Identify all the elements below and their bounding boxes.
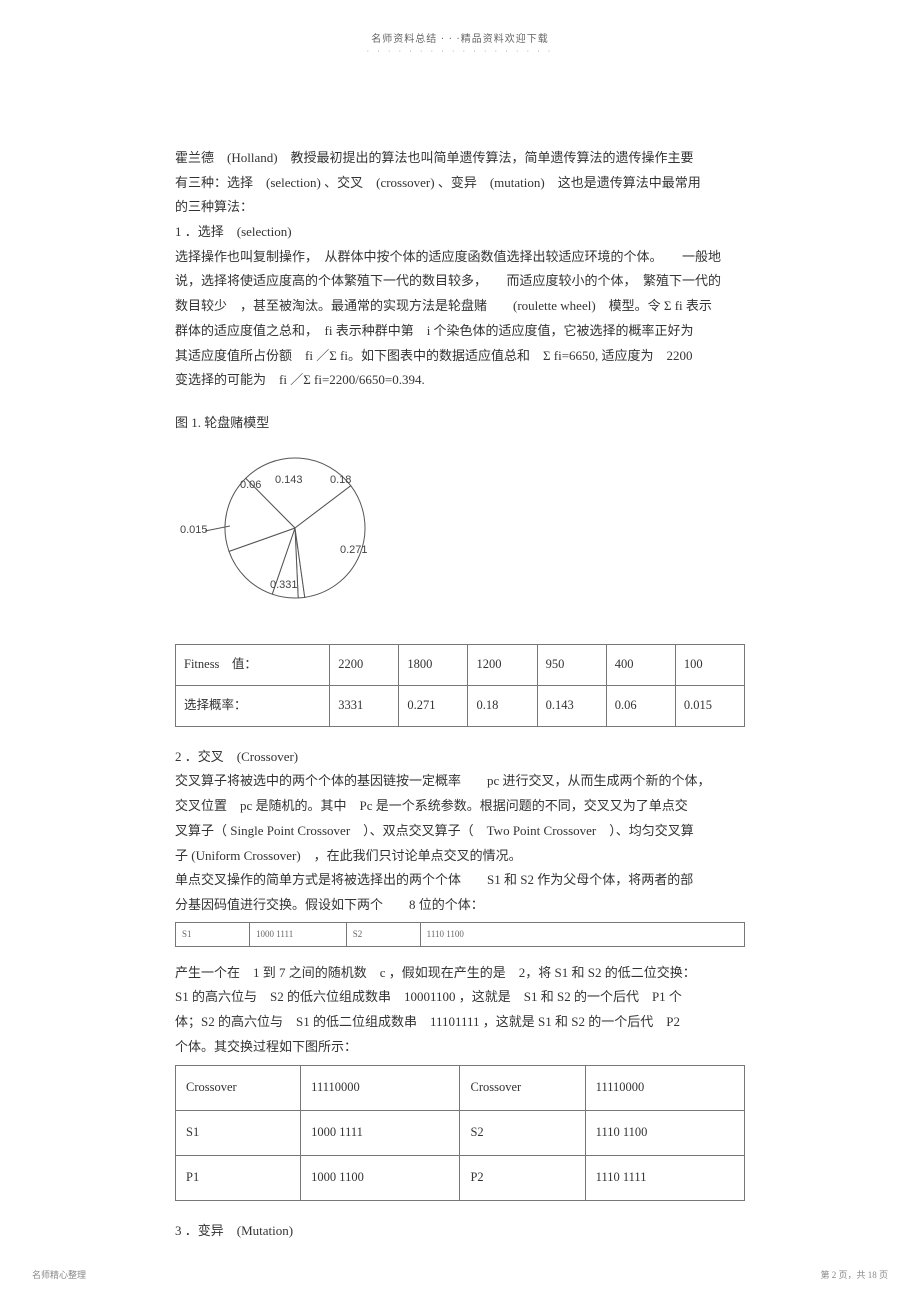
crossover-cell: P2: [460, 1155, 585, 1200]
svg-text:0.015: 0.015: [180, 524, 208, 536]
page-header: 名师资料总结 · · ·精品资料欢迎下载: [0, 0, 920, 45]
parent-val: 1000 1111: [249, 922, 346, 946]
intro-p1: 霍兰德 (Holland) 教授最初提出的算法也叫简单遗传算法，简单遗传算法的遗…: [175, 146, 745, 171]
table-row: Fitness 值： 2200 1800 1200 950 400 100: [176, 645, 745, 686]
prob-label: 选择概率：: [176, 686, 330, 727]
table-row: S1 1000 1111 S2 1110 1100: [176, 1111, 745, 1156]
table-row: P1 1000 1100 P2 1110 1111: [176, 1155, 745, 1200]
parent-val: 1110 1100: [420, 922, 744, 946]
crossover-cell: S1: [176, 1111, 301, 1156]
section1-p4: 群体的适应度值之总和， fi 表示种群中第 i 个染色体的适应度值，它被选择的概…: [175, 319, 745, 344]
svg-text:0.18: 0.18: [330, 474, 351, 486]
parents-table: S1 1000 1111 S2 1110 1100: [175, 922, 745, 947]
crossover-cell: 11110000: [301, 1066, 460, 1111]
page-header-sub: · · · · · · · · · · · · · · · · · ·: [0, 47, 920, 56]
fitness-label: Fitness 值：: [176, 645, 330, 686]
intro-p3: 的三种算法：: [175, 195, 745, 220]
section1-p6: 变选择的可能为 fi ／Σ fi=2200/6650=0.394.: [175, 368, 745, 393]
prob-val: 3331: [330, 686, 399, 727]
crossover-cell: Crossover: [176, 1066, 301, 1111]
section1-p1: 选择操作也叫复制操作， 从群体中按个体的适应度函数值选择出较适应环境的个体。 一…: [175, 245, 745, 270]
crossover-cell: S2: [460, 1111, 585, 1156]
roulette-pie-chart: 0.015 0.06 0.143 0.18 0.271 0.331: [175, 448, 415, 618]
fitness-val: 950: [537, 645, 606, 686]
crossover-cell: 1110 1100: [585, 1111, 744, 1156]
footer-right: 第 2 页，共 18 页: [820, 1268, 888, 1281]
intro-p2: 有三种：选择 (selection) 、交叉 (crossover) 、变异 (…: [175, 171, 745, 196]
section2-p2: 交叉位置 pc 是随机的。其中 Pc 是一个系统参数。根据问题的不同，交叉又为了…: [175, 794, 745, 819]
parent-label: S1: [176, 922, 250, 946]
svg-text:0.271: 0.271: [340, 544, 368, 556]
section1-p3: 数目较少 ，甚至被淘汰。最通常的实现方法是轮盘赌 (roulette wheel…: [175, 294, 745, 319]
footer-left: 名师精心整理: [32, 1268, 86, 1281]
section2-p3: 叉算子（ Single Point Crossover ）、双点交叉算子（ Tw…: [175, 819, 745, 844]
table-row: Crossover 11110000 Crossover 11110000: [176, 1066, 745, 1111]
prob-val: 0.271: [399, 686, 468, 727]
section1-p5: 其适应度值所占份额 fi ／Σ fi。如下图表中的数据适应值总和 Σ fi=66…: [175, 344, 745, 369]
section2-p1: 交叉算子将被选中的两个个体的基因链按一定概率 pc 进行交叉，从而生成两个新的个…: [175, 769, 745, 794]
figure-caption: 图 1. 轮盘赌模型: [175, 411, 745, 436]
prob-val: 0.015: [675, 686, 744, 727]
fitness-val: 1200: [468, 645, 537, 686]
parent-label: S2: [346, 922, 420, 946]
fitness-val: 2200: [330, 645, 399, 686]
prob-val: 0.06: [606, 686, 675, 727]
prob-val: 0.18: [468, 686, 537, 727]
section2-p5: 单点交叉操作的简单方式是将被选择出的两个个体 S1 和 S2 作为父母个体，将两…: [175, 868, 745, 893]
table-row: S1 1000 1111 S2 1110 1100: [176, 922, 745, 946]
section2-title: 2 ．交叉 (Crossover): [175, 745, 745, 770]
crossover-table: Crossover 11110000 Crossover 11110000 S1…: [175, 1065, 745, 1200]
fitness-table: Fitness 值： 2200 1800 1200 950 400 100 选择…: [175, 644, 745, 727]
svg-text:0.331: 0.331: [270, 579, 298, 591]
fitness-val: 400: [606, 645, 675, 686]
fitness-val: 1800: [399, 645, 468, 686]
section3-title: 3 ．变异 (Mutation): [175, 1219, 745, 1244]
section2b-p1: 产生一个在 1 到 7 之间的随机数 c ，假如现在产生的是 2，将 S1 和 …: [175, 961, 745, 986]
crossover-cell: 1110 1111: [585, 1155, 744, 1200]
section2-p6: 分基因码值进行交换。假设如下两个 8 位的个体：: [175, 893, 745, 918]
prob-val: 0.143: [537, 686, 606, 727]
crossover-cell: P1: [176, 1155, 301, 1200]
crossover-cell: 1000 1100: [301, 1155, 460, 1200]
svg-text:0.143: 0.143: [275, 474, 303, 486]
section2b-p4: 个体。其交换过程如下图所示：: [175, 1035, 745, 1060]
fitness-val: 100: [675, 645, 744, 686]
section1-p2: 说，选择将使适应度高的个体繁殖下一代的数目较多， 而适应度较小的个体， 繁殖下一…: [175, 269, 745, 294]
svg-text:0.06: 0.06: [240, 479, 261, 491]
section2b-p2: S1 的高六位与 S2 的低六位组成数串 10001100 ，这就是 S1 和 …: [175, 985, 745, 1010]
main-content: 霍兰德 (Holland) 教授最初提出的算法也叫简单遗传算法，简单遗传算法的遗…: [0, 56, 920, 1243]
section1-title: 1 ．选择 (selection): [175, 220, 745, 245]
crossover-cell: Crossover: [460, 1066, 585, 1111]
section2-p4: 子 (Uniform Crossover) ，在此我们只讨论单点交叉的情况。: [175, 844, 745, 869]
crossover-cell: 11110000: [585, 1066, 744, 1111]
pie-chart-container: 0.015 0.06 0.143 0.18 0.271 0.331: [175, 448, 745, 627]
section2b-p3: 体；S2 的高六位与 S1 的低二位组成数串 11101111 ，这就是 S1 …: [175, 1010, 745, 1035]
crossover-cell: 1000 1111: [301, 1111, 460, 1156]
table-row: 选择概率： 3331 0.271 0.18 0.143 0.06 0.015: [176, 686, 745, 727]
